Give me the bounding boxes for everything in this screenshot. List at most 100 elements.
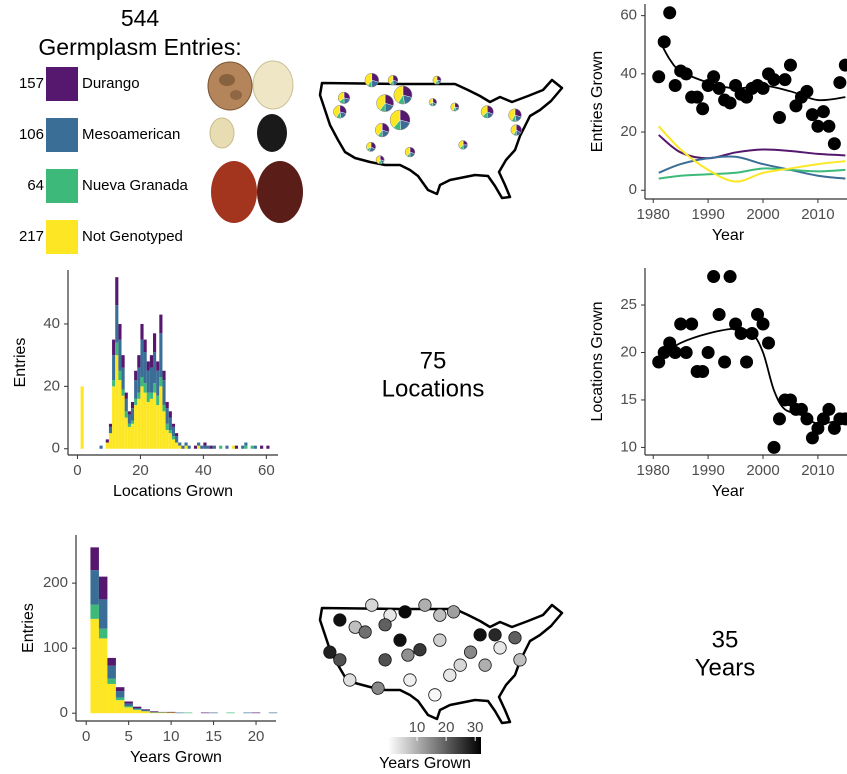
bar-segment	[149, 355, 154, 368]
bean	[252, 60, 294, 110]
bar-segment	[197, 445, 201, 449]
bar-segment	[90, 604, 99, 619]
point	[696, 364, 710, 378]
bar-segment	[140, 377, 144, 387]
bar-segment	[168, 433, 172, 449]
bar-segment	[166, 712, 176, 714]
bar-segment	[134, 380, 138, 399]
y-tick-label: 0	[629, 181, 637, 198]
y-tick-label: 20	[43, 377, 60, 394]
bar-segment	[175, 442, 179, 449]
point	[816, 105, 830, 119]
x-tick-label: 10	[163, 728, 180, 745]
bar-segment	[156, 361, 160, 371]
bar-segment	[127, 414, 131, 424]
bar-segment	[175, 436, 179, 443]
point	[783, 58, 797, 72]
bar-segment	[141, 711, 150, 714]
group-count: 157	[19, 75, 44, 92]
point	[756, 81, 770, 95]
bar-segment	[206, 445, 210, 449]
x-tick-label: 5	[124, 728, 132, 745]
point	[723, 270, 737, 284]
point	[767, 73, 781, 87]
bar-segment	[121, 389, 125, 396]
bar-segment	[108, 423, 113, 427]
y-tick-label: 200	[43, 574, 68, 591]
bar-segment	[99, 445, 103, 449]
bar-segment	[137, 355, 141, 368]
bar-segment	[165, 401, 169, 409]
bar-segment	[115, 700, 125, 714]
point	[811, 119, 825, 133]
point	[783, 393, 797, 407]
location-point	[398, 605, 412, 619]
bar-segment	[80, 386, 84, 449]
bar-segment	[231, 445, 235, 449]
group-trend-line	[658, 167, 846, 180]
x-tick-label: 1990	[691, 462, 724, 479]
stat-label: Locations	[382, 375, 485, 402]
bar-segment	[168, 430, 172, 434]
x-tick-label: 15	[205, 728, 222, 745]
pie-outline	[389, 109, 411, 131]
point	[685, 317, 699, 331]
group-trend-line	[658, 134, 846, 160]
y-tick-label: 10	[620, 438, 637, 455]
y-tick-label: 100	[43, 639, 68, 656]
location-point	[401, 648, 415, 662]
bar-segment	[171, 423, 176, 427]
bar-segment	[234, 445, 239, 449]
location-point	[393, 633, 407, 647]
location-point	[323, 645, 337, 659]
bar-segment	[107, 678, 116, 684]
y-axis-title: Entries Grown	[589, 51, 606, 152]
total-count: 544	[121, 5, 160, 31]
bar-segment	[108, 426, 113, 434]
bar-segment	[134, 370, 138, 381]
legend-label: Durango	[82, 75, 140, 92]
point	[696, 102, 710, 116]
bar-segment	[127, 411, 131, 415]
bar-segment	[124, 398, 128, 412]
legend-swatch	[46, 67, 78, 101]
bar-segment	[143, 352, 147, 384]
bar-segment	[107, 683, 116, 714]
bar-segment	[159, 386, 163, 449]
bar-segment	[115, 342, 119, 356]
bar-segment	[153, 392, 157, 449]
y-tick-label: 0	[60, 704, 68, 721]
bar-segment	[149, 711, 159, 712]
bar-segment	[121, 395, 125, 449]
location-point	[488, 628, 502, 642]
bar-segment	[90, 547, 99, 571]
pie-outline	[337, 91, 350, 104]
bar-segment	[250, 445, 254, 449]
bar-segment	[124, 703, 133, 707]
bar-segment	[178, 442, 182, 446]
bar-segment	[143, 339, 147, 353]
point	[712, 308, 726, 322]
trend-line	[658, 327, 846, 425]
x-tick-label: 1980	[637, 206, 670, 223]
bar-segment	[115, 277, 119, 306]
group-trend-line	[657, 125, 846, 183]
location-point	[443, 668, 457, 682]
x-tick-label: 2000	[746, 206, 779, 223]
bar-segment	[149, 398, 154, 449]
bar-segment	[121, 367, 125, 390]
x-tick-label: 0	[73, 462, 81, 479]
legend-swatch	[46, 220, 78, 254]
y-axis-title: Locations Grown	[589, 301, 606, 421]
bar-segment	[130, 420, 135, 424]
y-tick-label: 25	[620, 296, 637, 313]
location-point	[403, 673, 417, 687]
bar-segment	[225, 445, 229, 449]
group-count: 106	[19, 126, 44, 143]
bar-segment	[197, 442, 201, 446]
bar-segment	[166, 711, 176, 713]
point	[740, 355, 754, 369]
bar-segment	[244, 445, 248, 449]
bar-segment	[244, 442, 248, 446]
